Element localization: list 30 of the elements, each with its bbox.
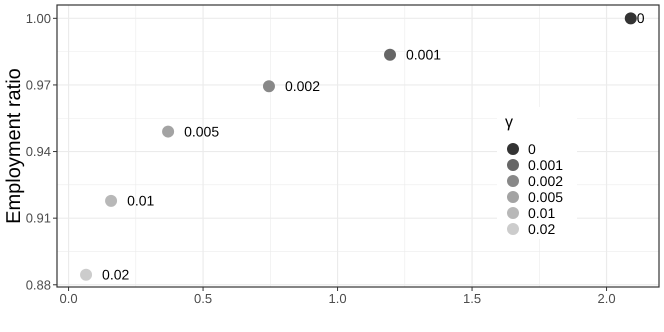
legend-title: γ <box>505 114 513 131</box>
y-tick-label: 0.94 <box>26 144 51 160</box>
y-tick-label: 0.97 <box>26 77 51 92</box>
text: 0 <box>636 10 645 26</box>
y-axis-title: Employment ratio <box>3 68 25 224</box>
point <box>262 80 275 92</box>
x-tick-label: 0.0 <box>60 291 78 306</box>
text: 0.001 <box>406 46 442 63</box>
legend-label: 0 <box>528 140 536 157</box>
y-tick-label: 1.00 <box>26 10 51 26</box>
text: 0.01 <box>127 192 154 209</box>
y-tick-label: 0.91 <box>26 210 51 226</box>
point <box>80 268 92 281</box>
text: 0.005 <box>184 123 220 140</box>
legend-label: 0.01 <box>528 204 556 221</box>
legend-label: 0.002 <box>528 172 564 189</box>
legend-label: 0.005 <box>528 188 564 205</box>
text: 0.002 <box>284 78 320 94</box>
point <box>162 126 174 138</box>
y-tick-label: 0.88 <box>26 277 51 292</box>
x-tick-label: 1.5 <box>463 291 482 306</box>
x-tick-label: 0.5 <box>194 291 212 306</box>
text: 0.02 <box>102 266 130 283</box>
point <box>624 12 637 24</box>
legend-label: 0.001 <box>528 156 564 173</box>
legend-label: 0.02 <box>528 220 556 237</box>
x-tick-label: 2.0 <box>598 291 616 306</box>
point <box>384 48 396 61</box>
point <box>105 194 118 207</box>
x-tick-label: 1.0 <box>328 291 347 306</box>
